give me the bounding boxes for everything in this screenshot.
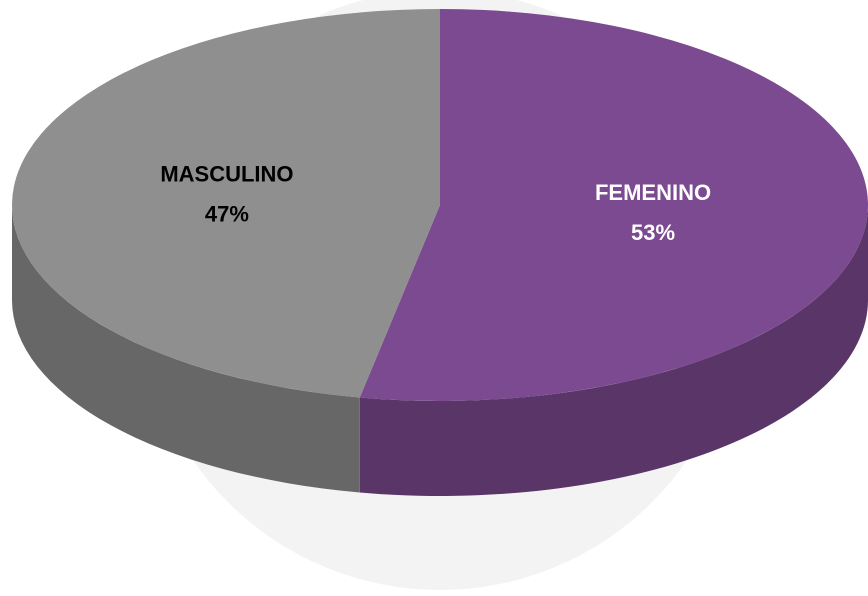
slice-value-label: 47% bbox=[205, 202, 249, 227]
slice-side bbox=[359, 205, 868, 496]
slice-side bbox=[12, 205, 360, 493]
slice-value-label: 53% bbox=[631, 220, 675, 245]
slice-label: MASCULINO bbox=[160, 162, 293, 187]
slice-label: FEMENINO bbox=[595, 180, 711, 205]
slice bbox=[11, 9, 441, 398]
slice bbox=[359, 9, 868, 401]
